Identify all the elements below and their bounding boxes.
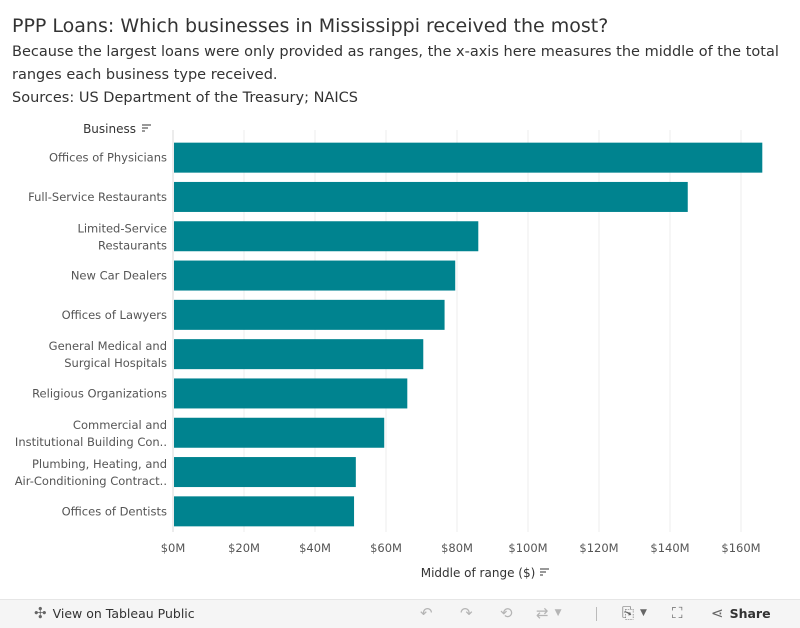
refresh-button[interactable]: ⇄ ▼ xyxy=(536,606,562,621)
share-button[interactable]: ⋖ Share xyxy=(711,604,771,622)
revert-button[interactable]: ⟲ xyxy=(500,606,513,621)
chart-subtitle: Because the largest loans were only prov… xyxy=(12,44,779,83)
y-tick-label: Institutional Building Con.. xyxy=(15,435,167,449)
bar xyxy=(174,181,688,212)
y-tick-label: Full-Service Restaurants xyxy=(28,190,167,204)
x-tick-label: $120M xyxy=(579,541,618,555)
y-tick-label: Religious Organizations xyxy=(32,386,167,400)
undo-icon: ↶ xyxy=(420,604,433,622)
chart-sources: Sources: US Department of the Treasury; … xyxy=(12,90,358,106)
bar xyxy=(174,142,763,173)
bar xyxy=(174,457,356,488)
y-axis-header: Business xyxy=(83,122,136,136)
bar xyxy=(174,221,479,252)
tableau-logo-icon: ✣ xyxy=(34,604,47,622)
x-tick-label: $140M xyxy=(650,541,689,555)
y-tick-label: Plumbing, Heating, and xyxy=(32,457,167,471)
x-tick-label: $0M xyxy=(161,541,186,555)
bar xyxy=(174,417,385,448)
y-tick-label: Surgical Hospitals xyxy=(64,356,167,370)
x-tick-label: $100M xyxy=(508,541,547,555)
share-label: Share xyxy=(729,606,771,621)
x-tick-label: $160M xyxy=(721,541,760,555)
share-icon: ⋖ xyxy=(711,604,724,622)
revert-icon: ⟲ xyxy=(500,604,513,622)
tableau-toolbar: ✣ View on Tableau Public ↶ ↷ ⟲ ⇄ ▼ ⎘ ▼ ⛶ ⋖… xyxy=(0,599,800,628)
y-tick-label: Commercial and xyxy=(73,418,167,432)
view-on-tableau-public-label: View on Tableau Public xyxy=(52,606,195,621)
fullscreen-icon: ⛶ xyxy=(672,604,683,622)
x-tick-label: $80M xyxy=(441,541,473,555)
title-block: PPP Loans: Which businesses in Mississip… xyxy=(12,14,792,110)
download-icon: ⎘ xyxy=(622,604,635,622)
bar xyxy=(174,260,456,291)
x-tick-label: $20M xyxy=(228,541,260,555)
y-tick-label: General Medical and xyxy=(49,339,167,353)
y-tick-label: Offices of Dentists xyxy=(62,504,167,518)
bar-chart: Business Offices of Physicians Full-Servic… xyxy=(15,122,763,580)
bar xyxy=(174,496,355,527)
page-title: PPP Loans: Which businesses in Mississip… xyxy=(12,15,609,37)
chevron-down-icon: ▼ xyxy=(554,608,562,618)
bar xyxy=(174,299,445,330)
redo-icon: ↷ xyxy=(460,604,473,622)
y-tick-label: New Car Dealers xyxy=(71,269,167,283)
y-tick-label: Offices of Lawyers xyxy=(62,308,167,322)
toolbar-divider xyxy=(596,607,597,621)
download-button[interactable]: ⎘ ▼ xyxy=(622,606,647,621)
view-on-tableau-public-button[interactable]: ✣ View on Tableau Public xyxy=(34,604,195,622)
chevron-down-icon: ▼ xyxy=(640,608,647,618)
bar xyxy=(174,378,408,409)
y-tick-label: Offices of Physicians xyxy=(49,151,167,165)
x-tick-label: $60M xyxy=(370,541,402,555)
redo-button[interactable]: ↷ xyxy=(460,606,473,621)
x-axis-title: Middle of range ($) xyxy=(421,566,536,580)
y-tick-label: Air-Conditioning Contract.. xyxy=(15,474,167,488)
x-tick-label: $40M xyxy=(299,541,331,555)
y-tick-label: Limited-Service xyxy=(77,221,167,235)
bar xyxy=(174,339,424,370)
y-tick-label: Restaurants xyxy=(98,238,167,252)
refresh-icon: ⇄ xyxy=(536,604,549,622)
fullscreen-button[interactable]: ⛶ xyxy=(672,606,683,621)
undo-button[interactable]: ↶ xyxy=(420,606,433,621)
